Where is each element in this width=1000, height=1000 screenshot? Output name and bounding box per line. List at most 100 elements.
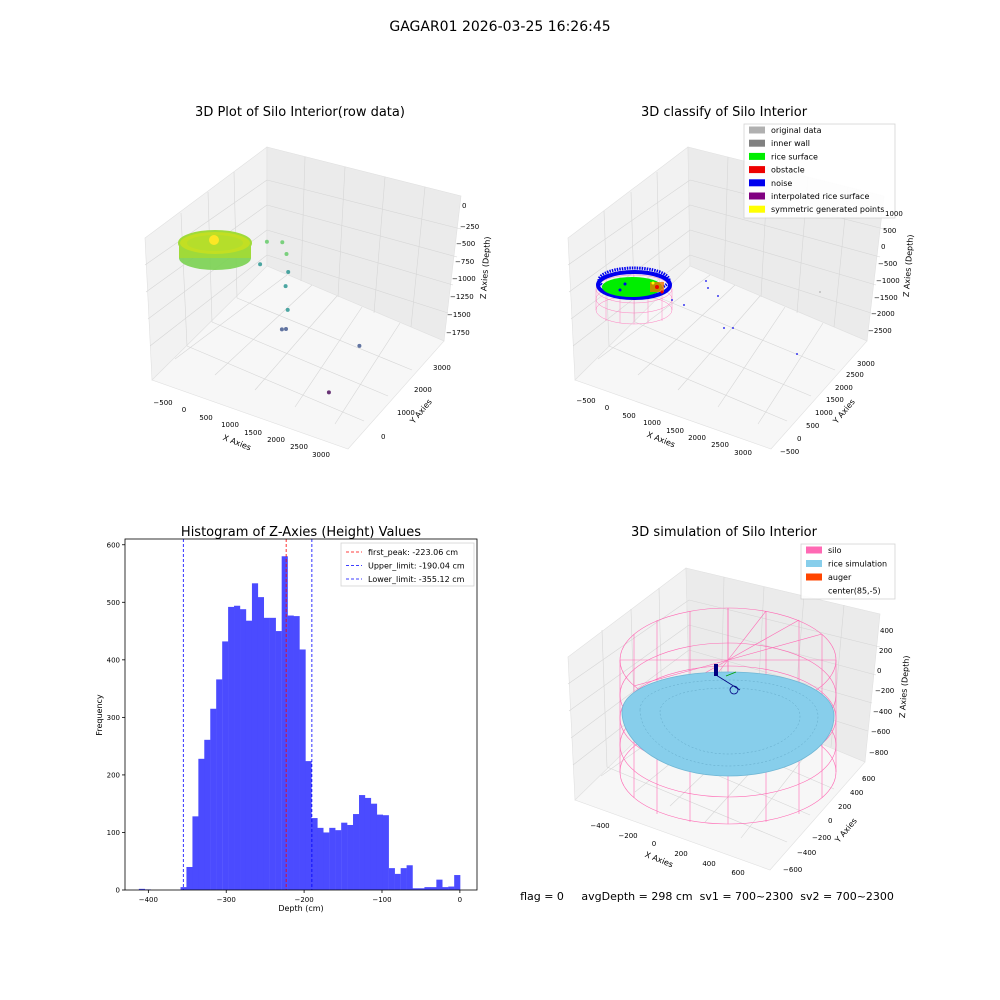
classify-ytick: 0 [797,435,801,443]
legend-swatch [806,560,822,567]
hist-bar [335,830,342,890]
hist-bar [436,879,443,890]
classify-xtick: 3000 [734,449,752,457]
hist-bar [245,620,253,890]
sim-xtick: −200 [618,832,637,840]
classify-ytick: 3000 [857,360,875,368]
legend-swatch [749,192,765,200]
raw-ztick: −1500 [447,311,471,319]
classify-ztick: 0 [881,243,885,251]
raw-point [285,307,290,312]
raw-point [326,390,331,395]
hist-bar [454,875,461,890]
sim-xtick: 600 [731,869,744,877]
hist-bar [216,679,223,890]
hist-bar [192,816,199,890]
raw-ztick: −1250 [450,293,474,301]
legend-label: rice simulation [828,560,887,569]
classify-ytick: 1500 [826,396,844,404]
sim-xtick: −400 [590,822,609,830]
subplot-simulation-3d: 3D simulation of Silo Interior [567,525,911,877]
legend-label: inner wall [771,139,810,148]
hist-bar [412,888,419,890]
classify-ytick: 2000 [835,384,853,392]
hist-bar [329,827,336,890]
legend-swatch [749,166,765,174]
sim-ztick: 200 [879,647,892,655]
hist-bar [317,827,324,890]
subplot-classify-3d: 3D classify of Silo Interior [567,105,915,457]
raw-xtick: 2000 [267,436,285,444]
raw-ytick: 1000 [397,409,415,417]
legend-label: rice surface [771,152,818,161]
sim-ztick: −200 [875,687,894,695]
raw-xtick: −500 [153,399,172,407]
hist-ytick-label: 100 [107,829,120,837]
hist-bar [305,761,312,890]
hist-xtick-label: −400 [139,896,158,904]
legend-swatch [806,573,822,581]
raw-xtick: 3000 [312,451,330,459]
hist-bar [186,866,193,890]
sim-ytick: 200 [838,803,851,811]
hist-bar [228,606,235,890]
hist-legend-label: Lower_limit: -355.12 cm [368,575,465,584]
sim-ytick: −200 [812,834,831,842]
legend-label: symmetric generated points [771,205,884,214]
hist-bar [382,815,389,890]
raw-ztick: −1000 [452,275,476,283]
hist-bar [341,822,348,890]
hist-ytick-label: 0 [116,887,120,895]
classify-ytick: 2500 [846,371,864,379]
classify-ztick: −500 [878,260,897,268]
hist-xlabel: Depth (cm) [278,904,323,913]
sim-xtick: 200 [674,850,687,858]
hist-xtick-label: −100 [372,896,391,904]
suptitle: GAGAR01 2026-03-25 16:26:45 [389,19,610,35]
raw-point [284,327,288,331]
sim-zlabel: Z Axies (Depth) [898,655,911,718]
sim-xtick: 400 [702,860,715,868]
raw-point [286,270,291,274]
raw-scatter-points [258,239,362,395]
hist-xtick-label: −300 [217,896,236,904]
hist-ytick-label: 200 [107,771,120,779]
hist-ytick-label: 300 [107,714,120,722]
sim-xlabel: X Axies [644,850,675,869]
hist-bar [275,631,282,890]
hist-bar [364,797,372,890]
legend-swatch [806,546,822,554]
sim-auger [714,664,741,695]
hist-bar [281,556,288,890]
hist-bar [353,814,360,890]
sim-ylabel: Y Axies [833,816,859,845]
hist-xtick-label: 0 [458,896,462,904]
hist-bar [293,616,300,890]
sim-ztick: 400 [880,627,893,635]
sim-ztick: −800 [869,749,888,757]
hist-ytick-label: 400 [107,656,120,664]
legend-label: obstacle [771,166,805,175]
classify-noise-points [671,280,821,355]
classify-classified-points [596,266,672,300]
hist-bar [240,609,247,890]
classify-ytick: 1000 [815,409,833,417]
classify-ztick: −2000 [871,310,895,318]
raw-title: 3D Plot of Silo Interior(row data) [195,105,405,120]
hist-legend-label: first_peak: -223.06 cm [368,548,458,557]
status-line: flag = 0 avgDepth = 298 cm sv1 = 700~230… [520,890,894,903]
hist-bar [370,803,378,890]
classify-ztick: 1000 [885,210,903,218]
legend-label: original data [771,126,822,135]
classify-ztick: 500 [883,227,896,235]
raw-ztick: −1750 [446,329,470,337]
hist-bar [448,886,455,890]
legend-swatch [749,205,765,213]
subplot-histogram: Histogram of Z-Axies (Height) Values −40… [95,525,478,913]
raw-point [357,343,362,348]
hist-bar [222,641,229,890]
sim-legend: silo rice simulation auger center(85,-5) [800,543,896,600]
classify-xtick: 2000 [688,434,706,442]
sim-ytick: 0 [828,817,832,825]
